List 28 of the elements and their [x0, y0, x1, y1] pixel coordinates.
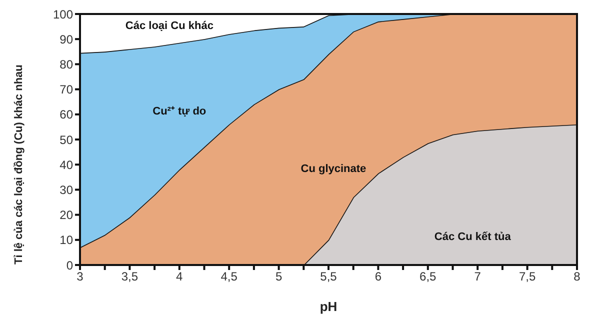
- y-tick-label: 20: [60, 208, 74, 222]
- x-tick-label: 6: [374, 270, 382, 284]
- y-tick-label: 0: [66, 258, 74, 272]
- x-tick-label: 7: [474, 270, 482, 284]
- x-tick-label: 6,5: [420, 270, 437, 284]
- series-label: Các loại Cu khác: [125, 20, 214, 32]
- y-tick-label: 10: [60, 233, 74, 248]
- y-tick-label: 100: [52, 7, 74, 22]
- x-tick-label: 3,5: [121, 270, 138, 284]
- x-tick-label: 3: [76, 270, 84, 284]
- x-tick-label: 7,5: [518, 270, 536, 284]
- x-tick-label: 4,5: [220, 270, 238, 284]
- y-axis-title: Tỉ lệ của các loại đồng (Cu) khác nhau: [12, 64, 25, 264]
- x-tick-label: 8: [574, 270, 581, 284]
- series-label: Cu²⁺ tự do: [152, 105, 206, 118]
- y-tick-label: 60: [60, 108, 74, 122]
- y-tick-label: 90: [60, 32, 74, 46]
- x-tick-label: 4: [176, 270, 184, 284]
- x-axis-title: pH: [320, 299, 338, 314]
- y-tick-label: 70: [60, 82, 74, 97]
- x-tick-label: 5: [275, 270, 282, 284]
- x-tick-label: 5,5: [320, 270, 338, 284]
- y-tick-label: 30: [60, 182, 74, 197]
- series-label: Cu glycinate: [300, 163, 366, 176]
- series-label: Các Cu kết tủa: [434, 230, 512, 243]
- y-tick-label: 50: [60, 132, 74, 147]
- y-tick-label: 80: [60, 57, 74, 72]
- y-tick-label: 40: [60, 158, 74, 172]
